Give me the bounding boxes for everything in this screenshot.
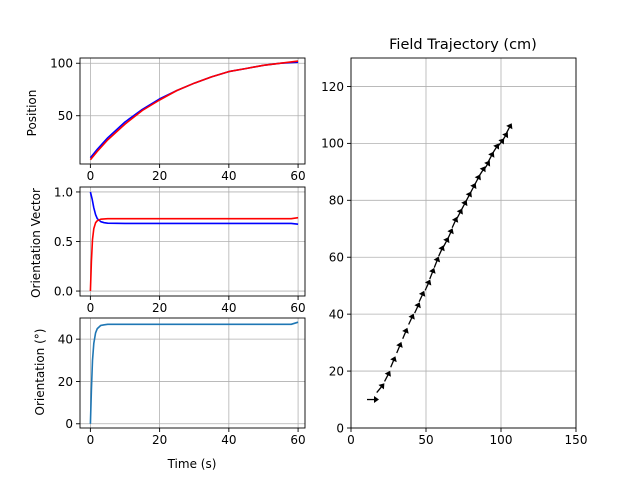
- y-tick-label: 50: [58, 109, 73, 123]
- orientation-vector-axes: 0 20 40 60 0.0 0.5 1.0: [54, 185, 306, 315]
- orientation-frame: [79, 317, 306, 429]
- x-tick-label: 0: [87, 301, 95, 315]
- orientation-vector-data: [89, 191, 299, 292]
- x-tick-label: 0: [347, 433, 355, 447]
- position-axes: 0 20 40 60 50 100: [50, 57, 306, 183]
- y-tick-label: 100: [50, 57, 73, 71]
- orientation-data: [89, 321, 299, 424]
- quiver-arrow: [424, 279, 432, 286]
- quiver-arrow: [374, 396, 379, 403]
- orientation-ylabel: Orientation (°): [33, 329, 47, 416]
- x-tick-label: 20: [152, 169, 167, 183]
- series-line-0: [89, 191, 299, 225]
- y-tick-label: 80: [329, 194, 344, 208]
- x-tick-label: 50: [418, 433, 433, 447]
- quiver-arrow: [402, 327, 409, 334]
- y-tick-label: 40: [58, 332, 73, 346]
- x-tick-label: 40: [221, 433, 236, 447]
- quiver-arrow: [408, 313, 415, 320]
- y-tick-label: 20: [58, 375, 73, 389]
- x-tick-label: 60: [290, 169, 305, 183]
- x-tick-label: 0: [87, 433, 95, 447]
- quiver-arrow: [433, 256, 441, 263]
- plots-layer: 0 20 40 60 50 100 0 20 40 60 0.0 0.5 1.0 0 20 40 60 0 20 40…: [50, 57, 587, 447]
- quiver-arrow: [384, 370, 391, 377]
- y-tick-label: 1.0: [54, 185, 73, 199]
- series-line-0: [89, 321, 299, 424]
- y-tick-label: 0: [65, 417, 73, 431]
- x-tick-label: 20: [152, 301, 167, 315]
- y-tick-label: 0.0: [54, 284, 73, 298]
- x-tick-label: 40: [221, 169, 236, 183]
- x-tick-label: 150: [565, 433, 588, 447]
- quiver-arrow: [429, 267, 436, 274]
- x-tick-label: 20: [152, 433, 167, 447]
- x-tick-label: 0: [87, 169, 95, 183]
- quiver-arrow: [447, 228, 454, 235]
- quiver-arrow: [493, 143, 500, 150]
- y-tick-label: 40: [329, 307, 344, 321]
- quiver-arrow: [506, 123, 513, 130]
- y-tick-label: 100: [321, 137, 344, 151]
- x-tick-label: 60: [290, 301, 305, 315]
- position-data: [89, 60, 299, 161]
- y-tick-label: 0: [336, 421, 344, 435]
- y-tick-label: 20: [329, 364, 344, 378]
- x-tick-label: 60: [290, 433, 305, 447]
- quiver-arrow: [378, 383, 385, 390]
- orientation-axes: 0 20 40 60 0 20 40: [58, 317, 306, 447]
- time-xlabel: Time (s): [167, 457, 217, 471]
- position-ylabel: Position: [25, 90, 39, 137]
- trajectory-title: Field Trajectory (cm): [389, 37, 537, 53]
- quiver-arrow: [390, 356, 397, 363]
- trajectory-axes: 0 50 100 150 0 20 40 60 80 100 120: [321, 57, 588, 447]
- y-tick-label: 0.5: [54, 235, 73, 249]
- series-line-1: [89, 60, 299, 161]
- trajectory-data: [367, 123, 513, 403]
- quiver-arrow: [418, 290, 426, 297]
- position-frame: [79, 57, 306, 165]
- y-tick-label: 60: [329, 251, 344, 265]
- series-line-1: [89, 216, 299, 292]
- y-tick-label: 120: [321, 80, 344, 94]
- orientation-vector-ylabel: Orientation Vector: [29, 188, 43, 298]
- quiver-arrow: [414, 302, 421, 309]
- trajectory-frame: [350, 57, 577, 429]
- x-tick-label: 100: [490, 433, 513, 447]
- quiver-arrow: [396, 341, 403, 348]
- x-tick-label: 40: [221, 301, 236, 315]
